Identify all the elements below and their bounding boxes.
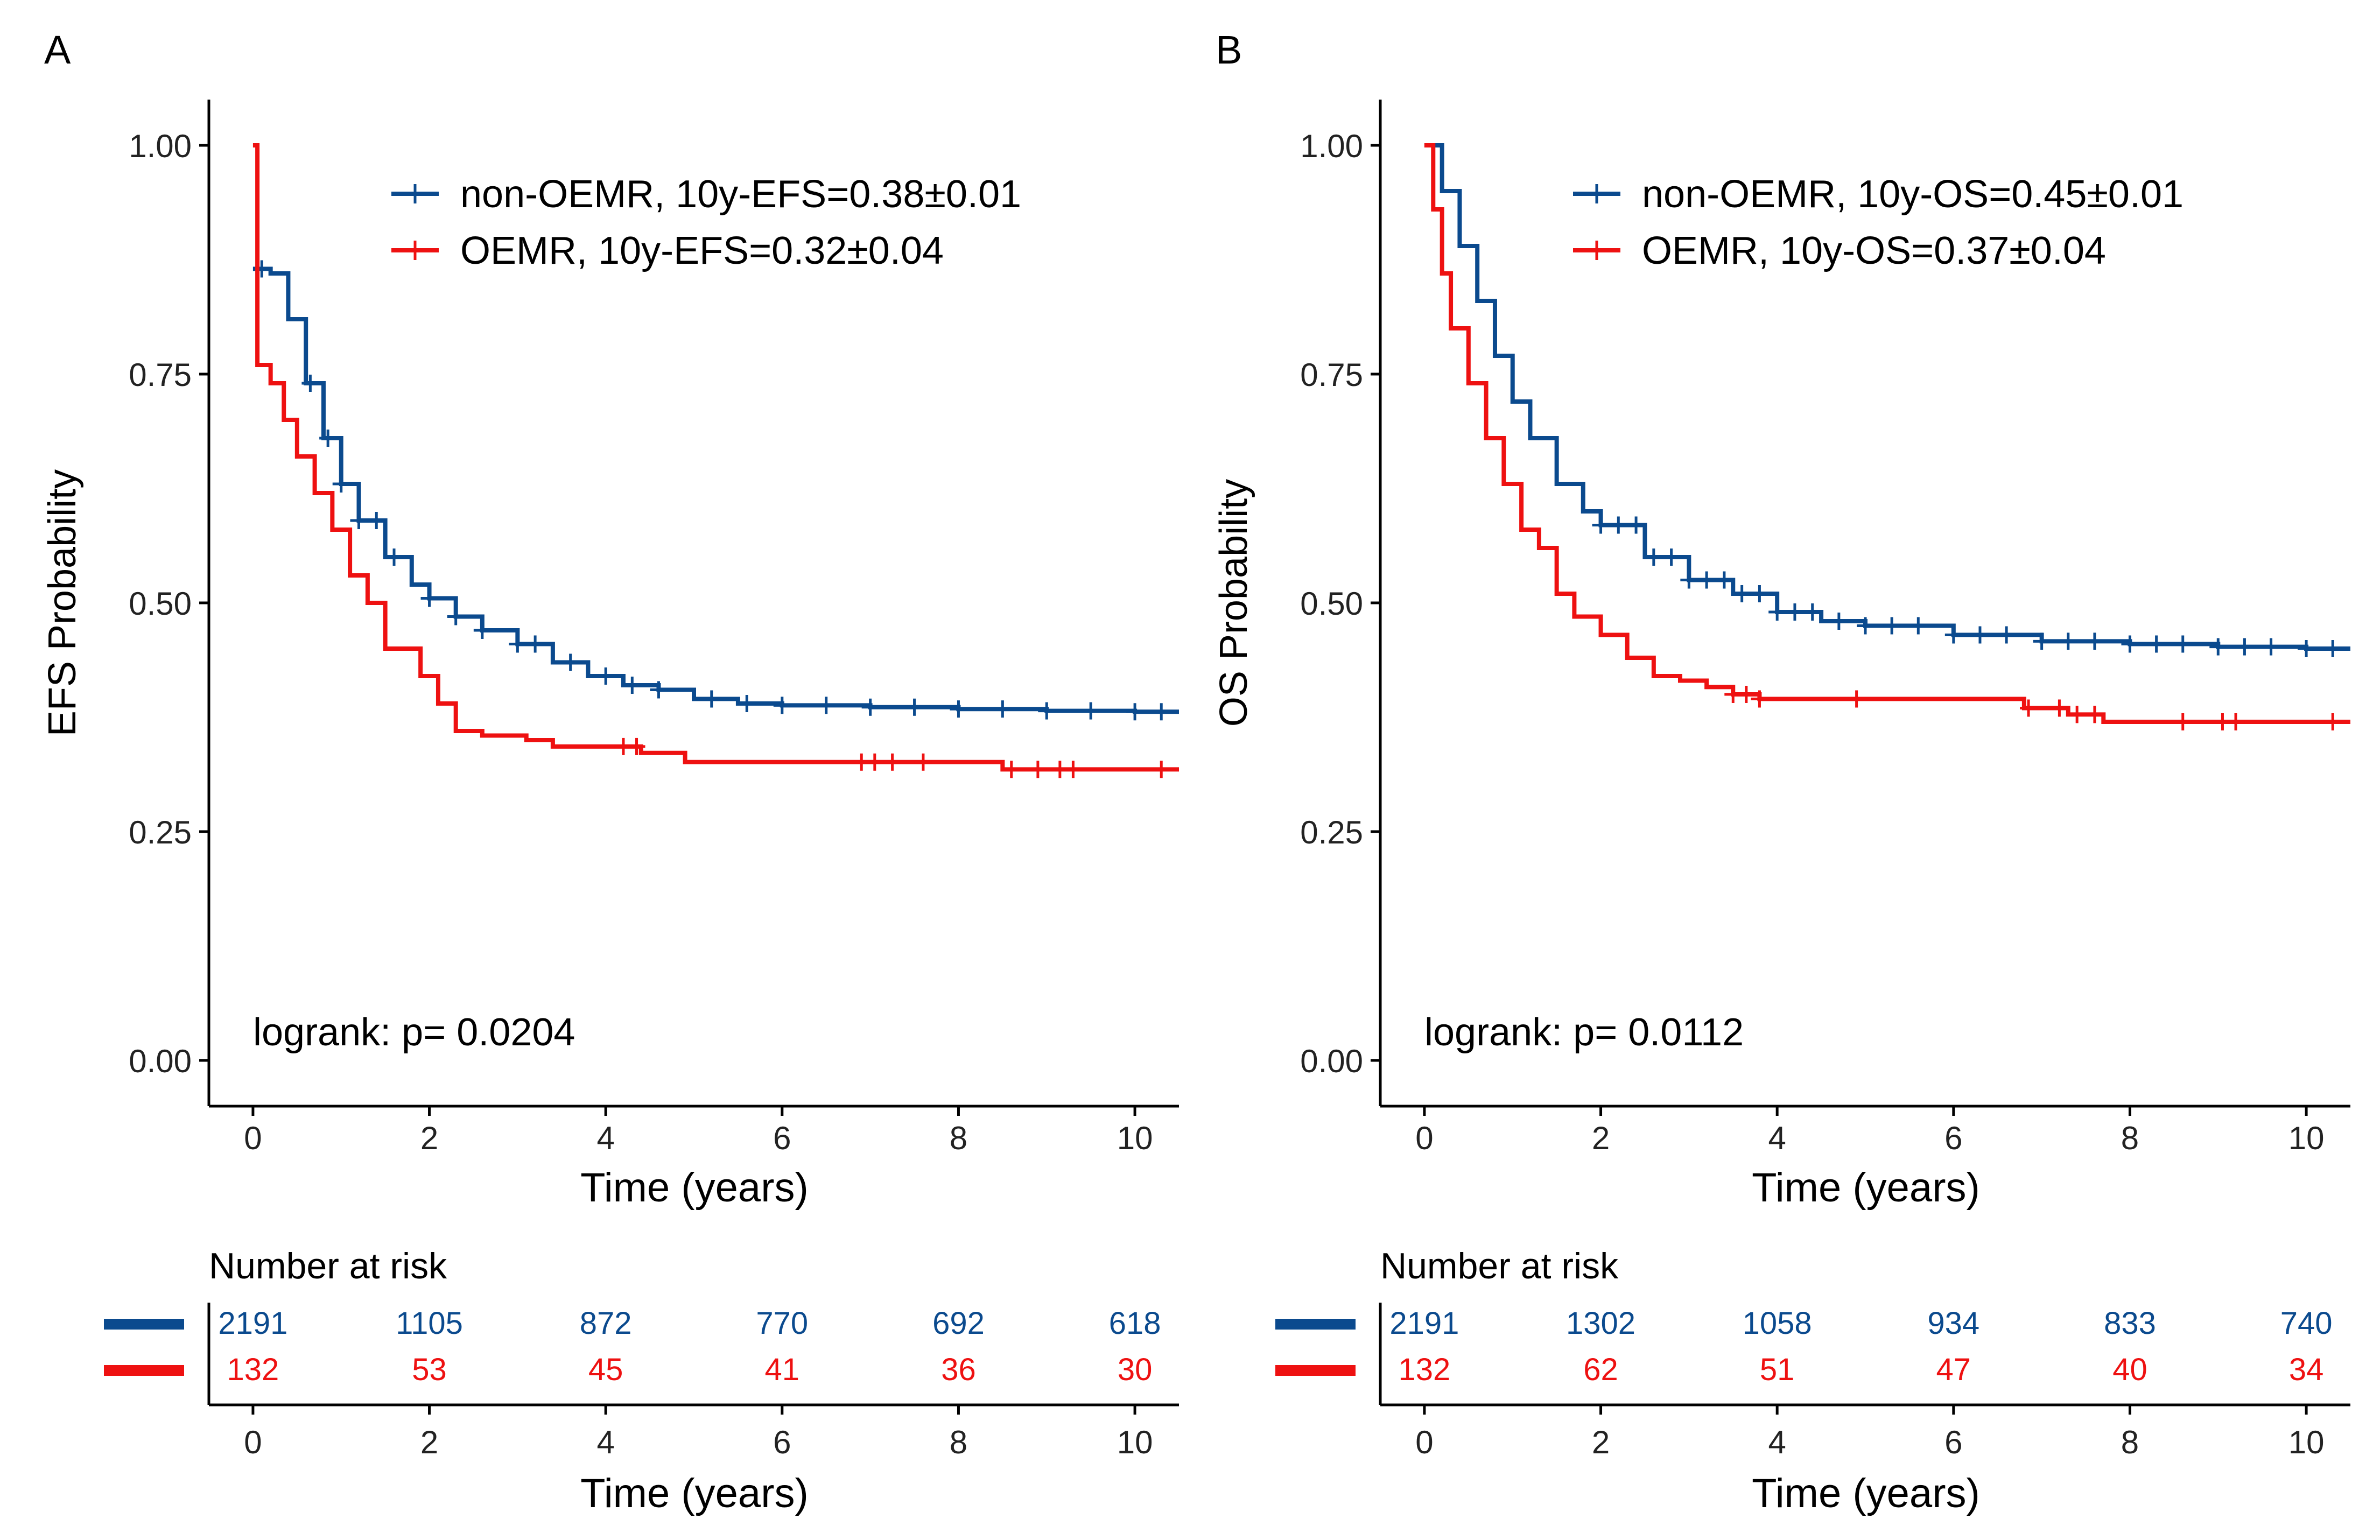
x-tick-label: 6 — [1944, 1120, 1962, 1156]
risk-count: 132 — [1399, 1352, 1451, 1387]
legend-entry-oemr: OEMR, 10y-OS=0.37±0.04 — [1642, 229, 2106, 272]
risk-table-title: Number at risk — [209, 1246, 447, 1286]
legend-entry-oemr: OEMR, 10y-EFS=0.32±0.04 — [460, 229, 944, 272]
y-tick-label: 1.00 — [1300, 128, 1363, 164]
y-axis-title: EFS Probability — [41, 469, 84, 736]
risk-count: 53 — [412, 1352, 447, 1387]
risk-count: 934 — [1927, 1306, 1979, 1341]
risk-count: 47 — [1936, 1352, 1971, 1387]
legend-entry-non-oemr: non-OEMR, 10y-EFS=0.38±0.01 — [460, 173, 1021, 216]
risk-count: 2191 — [218, 1306, 287, 1341]
x-tick-label: 10 — [2288, 1120, 2325, 1156]
risk-count: 51 — [1760, 1352, 1795, 1387]
y-tick-label: 1.00 — [129, 128, 192, 164]
risk-count: 132 — [227, 1352, 279, 1387]
risk-count: 41 — [765, 1352, 800, 1387]
risk-x-tick-label: 4 — [596, 1424, 614, 1460]
km-curve-oemr — [1424, 143, 2350, 724]
risk-x-tick-label: 0 — [1415, 1424, 1433, 1460]
risk-count: 833 — [2104, 1306, 2156, 1341]
risk-table-x-axis-title: Time (years) — [1752, 1471, 1980, 1516]
risk-x-tick-label: 6 — [773, 1424, 791, 1460]
risk-x-tick-label: 2 — [1592, 1424, 1610, 1460]
x-axis-title: Time (years) — [1752, 1165, 1980, 1211]
risk-x-tick-label: 2 — [420, 1424, 438, 1460]
y-tick-label: 0.50 — [129, 586, 192, 622]
x-tick-label: 4 — [1768, 1120, 1786, 1156]
x-tick-label: 8 — [2121, 1120, 2139, 1156]
y-tick-label: 0.75 — [1300, 357, 1363, 393]
risk-count: 1302 — [1566, 1306, 1635, 1341]
risk-count: 1105 — [396, 1306, 463, 1341]
risk-count: 40 — [2112, 1352, 2147, 1387]
y-tick-label: 0.25 — [129, 814, 192, 850]
risk-count: 770 — [756, 1306, 808, 1341]
risk-count: 618 — [1109, 1306, 1161, 1341]
y-tick-label: 0.25 — [1300, 814, 1363, 850]
x-tick-label: 2 — [1592, 1120, 1610, 1156]
legend-entry-non-oemr: non-OEMR, 10y-OS=0.45±0.01 — [1642, 173, 2184, 216]
km-curve-oemr — [252, 143, 1179, 772]
risk-count: 1058 — [1743, 1306, 1812, 1341]
panel-label: A — [44, 27, 71, 72]
panel-b: B OS Probability Time (years) logrank: p… — [1212, 27, 2350, 1516]
y-tick-label: 0.50 — [1300, 586, 1363, 622]
risk-count: 2191 — [1389, 1306, 1459, 1341]
risk-count: 740 — [2280, 1306, 2333, 1341]
x-tick-label: 2 — [420, 1120, 438, 1156]
logrank-annotation: logrank: p= 0.0112 — [1424, 1011, 1744, 1054]
risk-count: 36 — [941, 1352, 976, 1387]
risk-x-tick-label: 4 — [1768, 1424, 1786, 1460]
risk-count: 872 — [580, 1306, 632, 1341]
panel-a: A EFS Probability Time (years) logrank: … — [41, 27, 1179, 1516]
km-curve-non-oemr — [1424, 143, 2350, 651]
y-tick-label: 0.00 — [1300, 1043, 1363, 1079]
risk-x-tick-label: 10 — [2288, 1424, 2325, 1460]
x-axis-title: Time (years) — [580, 1165, 809, 1211]
risk-x-tick-label: 0 — [244, 1424, 262, 1460]
risk-table-title: Number at risk — [1380, 1246, 1619, 1286]
risk-count: 34 — [2289, 1352, 2324, 1387]
logrank-annotation: logrank: p= 0.0204 — [253, 1011, 575, 1054]
x-tick-label: 8 — [950, 1120, 967, 1156]
risk-table-x-axis-title: Time (years) — [580, 1471, 809, 1516]
risk-x-tick-label: 10 — [1117, 1424, 1153, 1460]
x-tick-label: 4 — [596, 1120, 614, 1156]
risk-x-tick-label: 6 — [1944, 1424, 1962, 1460]
y-axis-title: OS Probability — [1212, 479, 1255, 727]
risk-count: 45 — [588, 1352, 623, 1387]
risk-x-tick-label: 8 — [2121, 1424, 2139, 1460]
y-tick-label: 0.75 — [129, 357, 192, 393]
km-curve-non-oemr — [252, 266, 1179, 714]
x-tick-label: 0 — [1415, 1120, 1433, 1156]
x-tick-label: 6 — [773, 1120, 791, 1156]
panel-label: B — [1216, 27, 1242, 72]
x-tick-label: 0 — [244, 1120, 262, 1156]
risk-x-tick-label: 8 — [950, 1424, 967, 1460]
y-tick-label: 0.00 — [129, 1043, 192, 1079]
x-tick-label: 10 — [1117, 1120, 1153, 1156]
risk-count: 692 — [932, 1306, 985, 1341]
risk-count: 30 — [1118, 1352, 1153, 1387]
risk-count: 62 — [1583, 1352, 1618, 1387]
